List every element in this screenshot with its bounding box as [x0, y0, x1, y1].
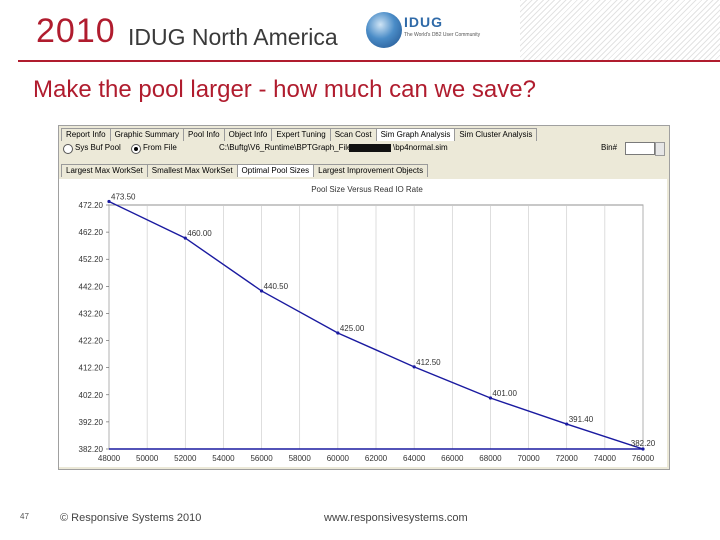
subtab-largest-max-workset[interactable]: Largest Max WorkSet [61, 164, 148, 177]
header-rule [18, 60, 720, 62]
y-tick-label: 382.20 [79, 445, 104, 454]
data-label: 391.40 [569, 415, 594, 424]
subtab-optimal-pool-sizes[interactable]: Optimal Pool Sizes [236, 164, 315, 177]
y-tick-label: 422.20 [79, 337, 104, 346]
data-label: 473.50 [111, 192, 136, 201]
data-point [565, 422, 569, 426]
x-tick-label: 52000 [174, 454, 197, 463]
conference-year: 2010 [36, 12, 116, 50]
logo-subtext: The World's DB2 User Community [404, 32, 481, 38]
data-label: 401.00 [492, 389, 517, 398]
subtab-largest-improvement-objects[interactable]: Largest Improvement Objects [313, 164, 429, 177]
y-tick-label: 452.20 [79, 255, 104, 264]
data-label: 460.00 [187, 229, 212, 238]
page-number: 47 [20, 512, 29, 521]
bin-label: Bin# [601, 143, 618, 152]
copyright: © Responsive Systems 2010 [60, 512, 202, 524]
data-label: 440.50 [264, 282, 289, 291]
chart-panel: Pool Size Versus Read IO Rate 48000 50000… [59, 179, 667, 467]
x-tick-label: 64000 [403, 454, 426, 463]
conference-name: IDUG North America [128, 24, 338, 50]
data-point [412, 365, 416, 369]
slide-header: 2010 IDUG North America IDUG The World's… [0, 0, 720, 62]
footer-url: www.responsivesystems.com [324, 512, 468, 524]
tab-graphic-summary[interactable]: Graphic Summary [109, 128, 185, 141]
sysbuf-radio[interactable] [63, 144, 73, 154]
tab-expert-tuning[interactable]: Expert Tuning [271, 128, 331, 141]
pool-size-chart: Pool Size Versus Read IO Rate 48000 50000… [79, 185, 656, 463]
y-tick-label: 392.20 [79, 418, 104, 427]
tab-sim-graph-analysis[interactable]: Sim Graph Analysis [375, 128, 456, 141]
tab-report-info[interactable]: Report Info [61, 128, 111, 141]
y-tick-label: 402.20 [79, 391, 104, 400]
data-point [183, 236, 187, 240]
tab-sim-cluster-analysis[interactable]: Sim Cluster Analysis [454, 128, 538, 141]
data-point [336, 331, 340, 335]
x-tick-label: 68000 [479, 454, 502, 463]
sub-tabs: Largest Max WorkSet Smallest Max WorkSet… [61, 164, 429, 177]
tab-object-info[interactable]: Object Info [223, 128, 273, 141]
data-point [488, 396, 493, 400]
idug-globe-icon [366, 12, 402, 48]
data-point [259, 289, 264, 293]
x-tick-label: 70000 [517, 454, 540, 463]
sysbuf-radio-label: Sys Buf Pool [75, 143, 121, 152]
logo-text: IDUG [404, 14, 443, 30]
data-label: 425.00 [340, 324, 365, 333]
data-point [641, 447, 645, 451]
y-tick-label: 442.20 [79, 282, 104, 291]
x-tick-label: 54000 [212, 454, 235, 463]
data-label: 412.50 [416, 358, 441, 367]
x-tick-label: 76000 [632, 454, 655, 463]
bin-spinner[interactable] [655, 142, 665, 156]
app-window: Report Info Graphic Summary Pool Info Ob… [58, 125, 670, 470]
x-tick-label: 66000 [441, 454, 464, 463]
data-point [107, 199, 111, 204]
subtab-smallest-max-workset[interactable]: Smallest Max WorkSet [146, 164, 238, 177]
x-tick-label: 56000 [250, 454, 273, 463]
x-tick-label: 72000 [556, 454, 579, 463]
redacted-block [349, 144, 391, 152]
header-stripes [520, 0, 720, 60]
chart-title: Pool Size Versus Read IO Rate [311, 185, 423, 194]
x-tick-label: 50000 [136, 454, 159, 463]
bin-input[interactable] [625, 142, 655, 155]
tab-scan-cost[interactable]: Scan Cost [329, 128, 377, 141]
series-line [108, 200, 644, 450]
data-label: 382.20 [631, 439, 656, 448]
x-tick-label: 74000 [594, 454, 617, 463]
x-tick-label: 48000 [98, 454, 121, 463]
x-tick-label: 58000 [289, 454, 312, 463]
y-tick-label: 412.20 [79, 364, 104, 373]
file-suffix: \bp4normal.sim [393, 143, 448, 152]
y-tick-label: 462.20 [79, 228, 104, 237]
slide-footer: 47 © Responsive Systems 2010 www.respons… [0, 510, 720, 530]
fromfile-radio[interactable] [131, 144, 141, 154]
x-tick-label: 60000 [327, 454, 350, 463]
fromfile-radio-label: From File [143, 143, 177, 152]
y-tick-label: 432.20 [79, 309, 104, 318]
x-tick-label: 62000 [365, 454, 388, 463]
tab-pool-info[interactable]: Pool Info [183, 128, 225, 141]
y-tick-label: 472.20 [79, 201, 104, 210]
source-row: Sys Buf Pool From File C:\Buftg\V6_Runti… [61, 142, 665, 157]
slide-title: Make the pool larger - how much can we s… [33, 76, 536, 103]
main-tabs: Report Info Graphic Summary Pool Info Ob… [61, 128, 538, 141]
file-path: C:\Buftg\V6_Runtime\BPTGraph_Files\ [219, 143, 358, 152]
